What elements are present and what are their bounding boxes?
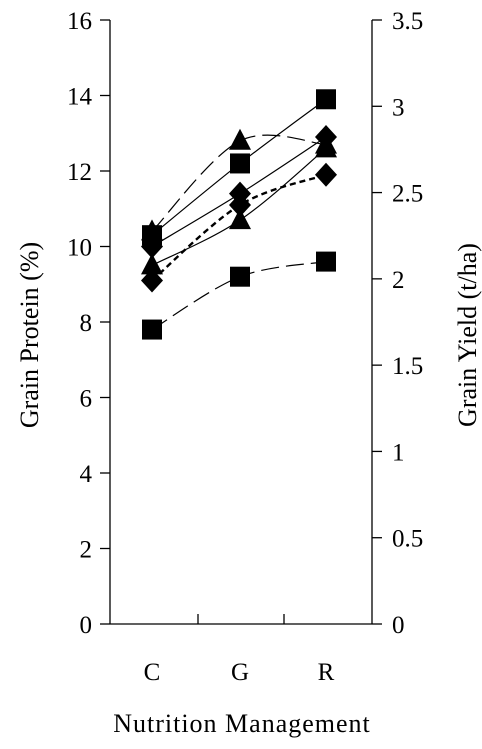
marker-diamond (229, 192, 251, 217)
y-left-tick-label: 16 (67, 8, 92, 35)
marker-triangle (315, 132, 337, 154)
markers-layer (141, 89, 337, 340)
marker-square (142, 319, 162, 340)
x-axis-label: Nutrition Management (113, 709, 371, 738)
marker-triangle (229, 128, 251, 150)
y-left-tick-label: 2 (80, 537, 93, 564)
y-left-tick-label: 8 (80, 310, 93, 337)
y-left-tick-label: 10 (67, 235, 92, 262)
y-right-tick-label: 1.5 (392, 353, 423, 380)
marker-triangle (229, 208, 251, 230)
y-axis-right-label: Grain Yield (t/ha) (453, 243, 482, 427)
marker-square (316, 89, 336, 110)
marker-triangle (141, 219, 163, 241)
y-left-tick-label: 12 (67, 159, 92, 186)
x-tick-label: G (231, 659, 249, 686)
marker-triangle (141, 253, 163, 275)
y-right-tick-label: 3.5 (392, 8, 423, 35)
marker-square (230, 153, 250, 174)
x-tick-label: R (318, 659, 335, 686)
marker-diamond (141, 234, 163, 259)
y-left-tick-label: 0 (80, 612, 93, 639)
y-right-tick-label: 2 (392, 267, 405, 294)
marker-square (230, 266, 250, 287)
y-right-tick-label: 0 (392, 612, 405, 639)
marker-square (316, 251, 336, 272)
series-line-4 (151, 173, 327, 282)
y-axis-left-label: Grain Protein (%) (15, 242, 44, 428)
y-left-tick-label: 14 (67, 84, 93, 111)
marker-diamond (141, 268, 163, 293)
y-right-tick-label: 3 (392, 94, 405, 121)
marker-diamond (315, 162, 337, 187)
y-right-tick-label: 0.5 (392, 526, 423, 553)
x-tick-label: C (144, 659, 161, 686)
y-left-tick-label: 4 (80, 461, 93, 488)
y-right-tick-label: 1 (392, 439, 405, 466)
y-left-tick-label: 6 (80, 386, 93, 413)
axes: 0 2 4 6 8 10 12 14 16 0 0.5 1 1.5 2 2.5 3 3.5 C G R (67, 8, 423, 686)
y-right-tick-label: 2.5 (392, 181, 423, 208)
